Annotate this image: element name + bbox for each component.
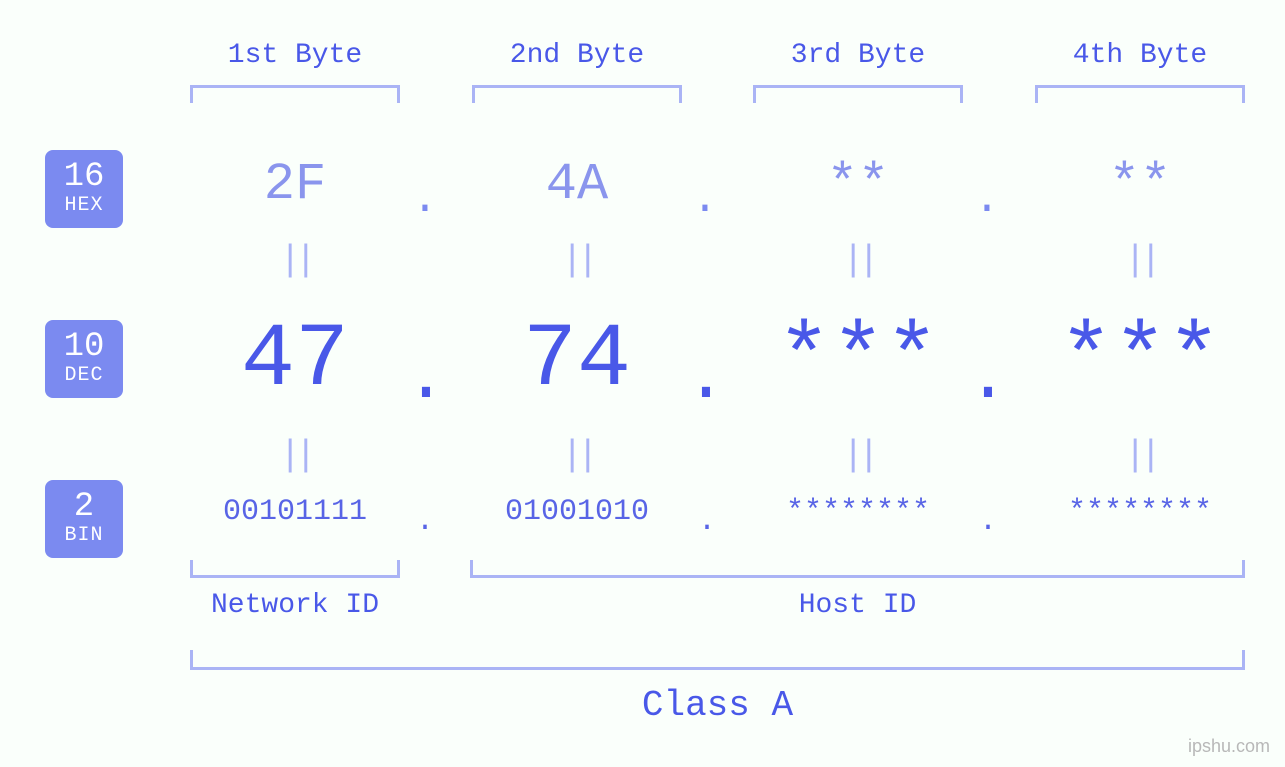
hex-byte-4: **: [1025, 155, 1255, 214]
equals-bot-1: ||: [275, 435, 315, 476]
badge-hex-num: 16: [64, 160, 105, 194]
hex-byte-2: 4A: [462, 155, 692, 214]
host-label: Host ID: [470, 590, 1245, 621]
badge-bin-num: 2: [74, 490, 94, 524]
hex-byte-1: 2F: [180, 155, 410, 214]
host-bracket: [470, 560, 1245, 578]
equals-bot-2: ||: [557, 435, 597, 476]
class-bracket: [190, 650, 1245, 670]
equals-top-3: ||: [838, 240, 878, 281]
badge-bin: 2 BIN: [45, 480, 123, 558]
hex-dot-1: .: [410, 175, 440, 225]
class-label: Class A: [190, 685, 1245, 726]
badge-hex: 16 HEX: [45, 150, 123, 228]
dec-dot-2: .: [685, 340, 725, 419]
byte-header-3: 3rd Byte: [743, 40, 973, 71]
dec-byte-4: ***: [1025, 310, 1255, 412]
ip-diagram: 1st Byte 2nd Byte 3rd Byte 4th Byte 16 H…: [0, 0, 1285, 767]
dec-byte-2: 74: [462, 310, 692, 412]
badge-dec: 10 DEC: [45, 320, 123, 398]
bin-dot-3: .: [978, 505, 998, 539]
bin-dot-2: .: [697, 505, 717, 539]
badge-bin-label: BIN: [64, 524, 103, 548]
dec-byte-1: 47: [180, 310, 410, 412]
top-bracket-2: [472, 85, 682, 103]
byte-header-1: 1st Byte: [180, 40, 410, 71]
hex-dot-2: .: [690, 175, 720, 225]
top-bracket-4: [1035, 85, 1245, 103]
badge-hex-label: HEX: [64, 194, 103, 218]
equals-bot-4: ||: [1120, 435, 1160, 476]
bin-byte-2: 01001010: [447, 495, 707, 529]
bin-dot-1: .: [415, 505, 435, 539]
equals-top-4: ||: [1120, 240, 1160, 281]
hex-dot-3: .: [972, 175, 1002, 225]
bin-byte-3: ********: [728, 495, 988, 529]
badge-dec-label: DEC: [64, 364, 103, 388]
network-bracket: [190, 560, 400, 578]
watermark: ipshu.com: [1188, 736, 1270, 757]
dec-dot-1: .: [405, 340, 445, 419]
bin-byte-4: ********: [1010, 495, 1270, 529]
network-label: Network ID: [180, 590, 410, 621]
dec-byte-3: ***: [743, 310, 973, 412]
bin-byte-1: 00101111: [165, 495, 425, 529]
byte-header-2: 2nd Byte: [462, 40, 692, 71]
byte-header-4: 4th Byte: [1025, 40, 1255, 71]
badge-dec-num: 10: [64, 330, 105, 364]
dec-dot-3: .: [967, 340, 1007, 419]
hex-byte-3: **: [743, 155, 973, 214]
top-bracket-1: [190, 85, 400, 103]
top-bracket-3: [753, 85, 963, 103]
equals-top-1: ||: [275, 240, 315, 281]
equals-top-2: ||: [557, 240, 597, 281]
equals-bot-3: ||: [838, 435, 878, 476]
